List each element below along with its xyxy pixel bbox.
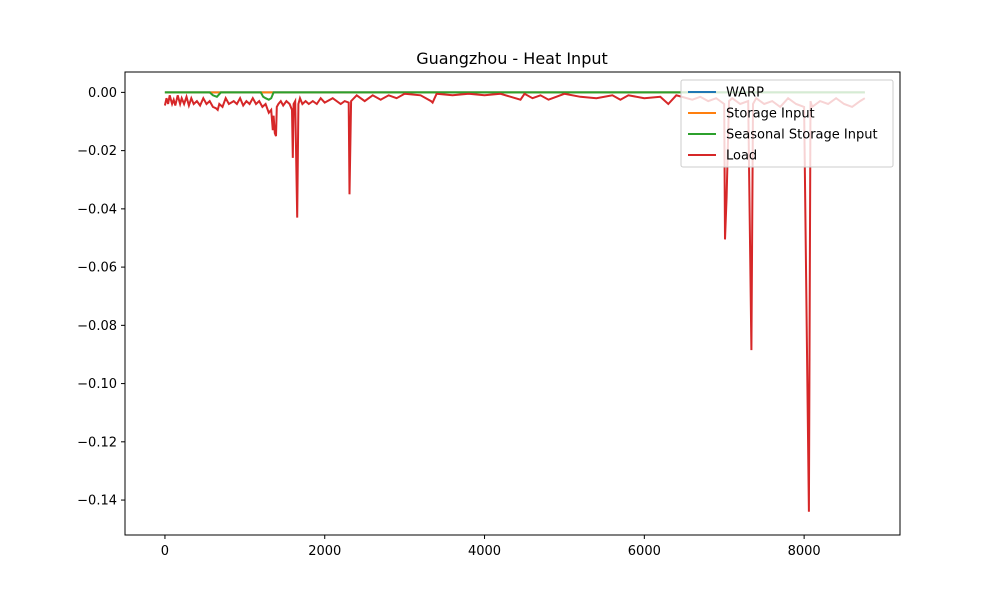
plot-frame <box>124 71 901 536</box>
x-tick-label-3: 6000 <box>628 544 661 559</box>
legend-label-2: Seasonal Storage Input <box>726 128 878 143</box>
x-tick-label-0: 0 <box>161 544 169 559</box>
y-axis: 0.00 −0.02 −0.04 −0.06 −0.08 −0.10 −0.12 −0.14 <box>77 86 125 509</box>
legend-box <box>680 79 894 168</box>
legend-entries: WARP Storage Input Seasonal Storage Input L… <box>688 86 878 164</box>
x-tick-label-1: 2000 <box>308 544 341 559</box>
chart-title: Guangzhou - Heat Input <box>416 49 608 68</box>
x-tick-label-2: 4000 <box>468 544 501 559</box>
y-tick-label-6: −0.12 <box>77 435 117 450</box>
y-tick-label-0: 0.00 <box>88 86 117 101</box>
y-tick-label-4: −0.08 <box>77 319 117 334</box>
series-line-2 <box>164 91 865 101</box>
y-tick-label-5: −0.10 <box>77 377 117 392</box>
y-tick-label-3: −0.06 <box>77 261 117 276</box>
x-axis: 0 2000 4000 6000 8000 <box>161 535 821 559</box>
legend-label-0: WARP <box>726 86 764 101</box>
y-tick-label-1: −0.02 <box>77 144 117 159</box>
legend-label-1: Storage Input <box>726 107 815 122</box>
legend-label-3: Load <box>726 149 757 164</box>
legend: WARP Storage Input Seasonal Storage Input L… <box>680 79 894 168</box>
y-tick-label-7: −0.14 <box>77 494 117 509</box>
x-tick-label-4: 8000 <box>788 544 821 559</box>
y-tick-label-2: −0.04 <box>77 202 117 217</box>
